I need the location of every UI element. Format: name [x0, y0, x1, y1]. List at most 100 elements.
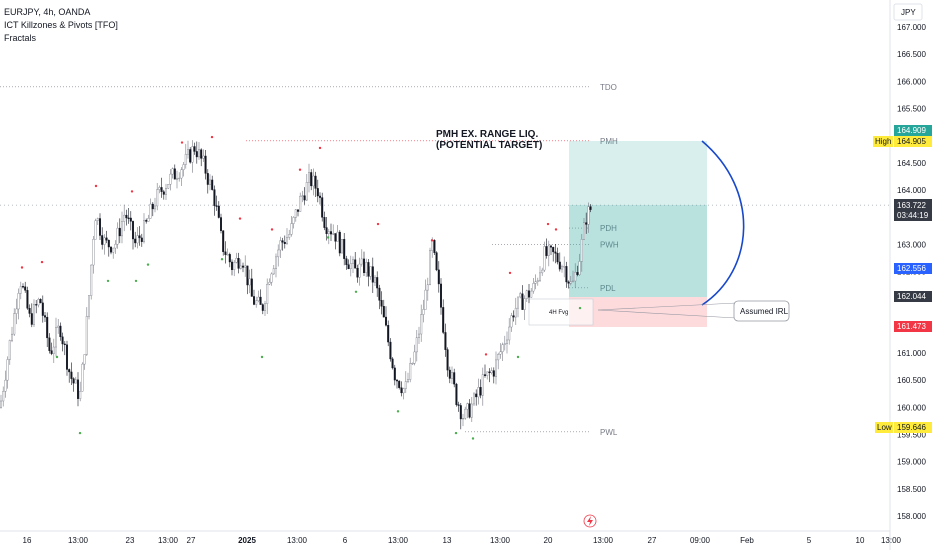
- candle-body: [297, 209, 300, 212]
- candle-body: [558, 261, 561, 270]
- candlestick-series[interactable]: [0, 140, 592, 430]
- fractal-high-marker: [298, 168, 302, 171]
- candle-body: [310, 172, 313, 187]
- indicator-fractals: Fractals: [4, 33, 37, 43]
- candle-body: [153, 205, 156, 210]
- badge-blue: [894, 263, 932, 274]
- callout-box[interactable]: [733, 300, 790, 322]
- candle-body: [259, 296, 262, 305]
- price-tick-label: 160.000: [897, 403, 926, 412]
- fvg-box[interactable]: [528, 298, 594, 326]
- badge-high-tag: [873, 136, 893, 147]
- candle-body: [404, 381, 407, 389]
- candle-body: [332, 233, 335, 235]
- candle-body: [292, 217, 295, 224]
- fractal-low-marker: [454, 431, 458, 435]
- candle-body: [312, 175, 315, 187]
- level-label: PWH: [600, 240, 619, 249]
- fractal-high-marker: [130, 190, 134, 193]
- fractal-high-marker: [430, 239, 434, 242]
- candle-body: [400, 387, 403, 394]
- candle-body: [26, 290, 29, 309]
- candle-body: [138, 235, 141, 239]
- candle-body: [576, 272, 579, 275]
- fractal-low-marker: [471, 437, 475, 440]
- candle-body: [530, 290, 533, 298]
- candle-body: [272, 268, 275, 275]
- candle-body: [228, 254, 231, 263]
- candle-body: [46, 316, 49, 339]
- candle-body: [37, 299, 40, 306]
- candle-body: [182, 164, 185, 170]
- candle-body: [448, 369, 451, 379]
- fractal-low-marker: [578, 306, 582, 310]
- lightning-icon[interactable]: [583, 514, 597, 528]
- candle-body: [369, 266, 372, 277]
- candle-body: [374, 277, 377, 283]
- badge-top: [894, 125, 932, 136]
- candle-body: [484, 374, 487, 376]
- candle-body: [195, 151, 198, 158]
- projection-curve[interactable]: [701, 140, 745, 306]
- candle-body: [270, 273, 273, 283]
- candle-body: [545, 246, 548, 256]
- time-tick-label: 13:00: [593, 536, 614, 545]
- candle-body: [24, 286, 27, 291]
- candle-body: [255, 300, 258, 305]
- candle-body: [39, 299, 42, 304]
- price-tick-label: 160.500: [897, 376, 926, 385]
- time-scale[interactable]: 16 13:00 23 13:00 27 2025 13:00 6 13:00 13 13:00 20…: [23, 536, 902, 545]
- fractal-high-marker: [508, 271, 512, 275]
- fractal-high-marker: [546, 222, 550, 226]
- level-label: PDH: [600, 224, 617, 233]
- candle-body: [125, 214, 128, 219]
- candle-body: [10, 333, 13, 341]
- candle-body: [118, 227, 121, 237]
- candle-body: [233, 262, 236, 270]
- candle-body: [19, 286, 22, 294]
- candle-body: [90, 264, 93, 296]
- time-tick-label: 10: [856, 536, 865, 545]
- badge-gray-value: 162.044: [897, 292, 926, 301]
- pmh-annotation[interactable]: PMH EX. RANGE LIQ. (POTENTIAL TARGET): [436, 129, 542, 151]
- candle-body: [98, 218, 101, 236]
- fractal-low-marker: [220, 258, 224, 261]
- candle-body: [204, 155, 207, 174]
- candle-body: [59, 325, 62, 338]
- fractal-high-marker: [210, 135, 214, 139]
- candle-body: [435, 252, 438, 271]
- candle-body: [451, 372, 454, 379]
- fractal-low-marker: [326, 236, 330, 239]
- candle-body: [202, 155, 205, 159]
- badge-current: [894, 199, 932, 221]
- candle-body: [48, 337, 51, 351]
- candle-body: [107, 240, 110, 248]
- candle-body: [286, 237, 289, 244]
- candle-body: [363, 258, 366, 273]
- candle-body: [569, 281, 572, 284]
- badge-low: [894, 422, 932, 433]
- candle-body: [230, 261, 233, 270]
- target-zone-light[interactable]: [569, 141, 707, 205]
- candle-body: [398, 380, 401, 388]
- candle-body: [224, 251, 227, 255]
- candle-body: [481, 374, 484, 396]
- candle-body: [235, 258, 238, 263]
- candle-body: [277, 249, 280, 258]
- candle-body: [33, 304, 36, 325]
- fractal-low-marker: [55, 355, 59, 359]
- target-zone[interactable]: [569, 205, 707, 297]
- fractal-high-marker: [484, 353, 488, 356]
- chart-legend[interactable]: EURJPY, 4h, OANDA ICT Killzones & Pivots…: [4, 6, 118, 45]
- candle-body: [345, 258, 348, 265]
- fractal-high-marker: [270, 228, 274, 231]
- candle-body: [288, 234, 291, 238]
- candle-body: [585, 222, 588, 225]
- candle-body: [387, 325, 390, 343]
- badge-low-value: 159.646: [897, 423, 926, 432]
- candle-body: [426, 284, 429, 291]
- candle-body: [402, 388, 405, 394]
- currency-box[interactable]: [893, 3, 923, 21]
- level-label: TDO: [600, 83, 617, 92]
